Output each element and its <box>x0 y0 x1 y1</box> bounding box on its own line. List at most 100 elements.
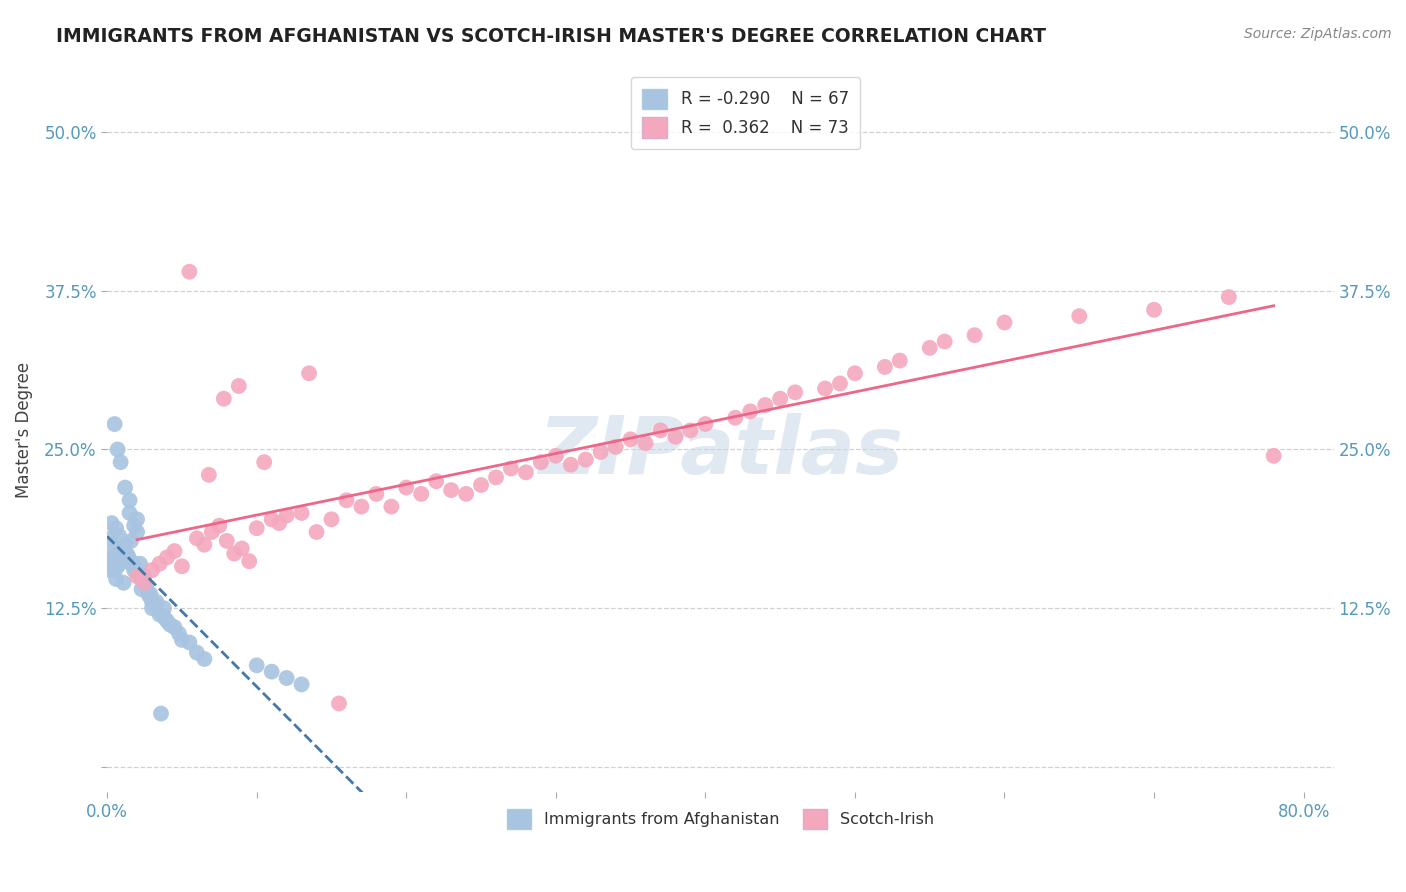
Point <box>98 532 121 546</box>
Point <box>121 556 143 570</box>
Legend: Immigrants from Afghanistan, Scotch-Irish: Immigrants from Afghanistan, Scotch-Iris… <box>501 803 941 835</box>
Point <box>260 665 283 679</box>
Point <box>114 538 136 552</box>
Point <box>167 626 190 640</box>
Point <box>634 436 657 450</box>
Point <box>153 610 176 624</box>
Point <box>110 554 132 568</box>
Point <box>212 392 235 406</box>
Point <box>143 598 166 612</box>
Point <box>117 550 139 565</box>
Point <box>963 328 986 343</box>
Point <box>122 518 145 533</box>
Point <box>724 410 747 425</box>
Point <box>305 524 328 539</box>
Point <box>141 595 163 609</box>
Point <box>193 538 215 552</box>
Point <box>100 516 122 530</box>
Point <box>159 617 181 632</box>
Point <box>148 557 170 571</box>
Point <box>740 404 762 418</box>
Point <box>814 382 837 396</box>
Point <box>135 578 157 592</box>
Point <box>101 550 124 565</box>
Point <box>134 569 156 583</box>
Point <box>589 445 612 459</box>
Point <box>485 470 508 484</box>
Point <box>290 677 312 691</box>
Point <box>246 521 269 535</box>
Point <box>290 506 312 520</box>
Point <box>198 467 221 482</box>
Point <box>873 359 896 374</box>
Point <box>111 541 134 556</box>
Point <box>224 547 246 561</box>
Point <box>530 455 553 469</box>
Point <box>100 544 122 558</box>
Point <box>153 601 176 615</box>
Point <box>1143 302 1166 317</box>
Point <box>470 478 492 492</box>
Point <box>186 646 208 660</box>
Point <box>918 341 941 355</box>
Y-axis label: Master's Degree: Master's Degree <box>15 362 32 499</box>
Point <box>118 506 141 520</box>
Point <box>139 587 162 601</box>
Point <box>844 366 866 380</box>
Point <box>136 584 159 599</box>
Point <box>380 500 402 514</box>
Point <box>129 557 152 571</box>
Text: Source: ZipAtlas.com: Source: ZipAtlas.com <box>1244 27 1392 41</box>
Point <box>575 452 598 467</box>
Point <box>246 658 269 673</box>
Point <box>132 574 155 588</box>
Point <box>544 449 567 463</box>
Point <box>769 392 792 406</box>
Point <box>1069 309 1091 323</box>
Point <box>366 487 388 501</box>
Point <box>1218 290 1240 304</box>
Point <box>115 547 138 561</box>
Point <box>215 533 238 548</box>
Point <box>129 569 152 583</box>
Point <box>141 601 163 615</box>
Point <box>107 442 129 457</box>
Point <box>104 417 127 431</box>
Point <box>350 500 373 514</box>
Point <box>754 398 776 412</box>
Point <box>335 493 357 508</box>
Point <box>111 541 134 556</box>
Point <box>454 487 477 501</box>
Point <box>425 474 447 488</box>
Point <box>269 516 291 530</box>
Point <box>125 512 148 526</box>
Point <box>101 554 124 568</box>
Point <box>145 595 167 609</box>
Point <box>156 614 179 628</box>
Point <box>201 524 224 539</box>
Point <box>170 559 193 574</box>
Point <box>131 582 153 596</box>
Point <box>110 455 132 469</box>
Point <box>276 508 298 523</box>
Point <box>148 607 170 622</box>
Point <box>889 353 911 368</box>
Point <box>560 458 582 472</box>
Point <box>105 572 128 586</box>
Point <box>298 366 321 380</box>
Point <box>993 316 1015 330</box>
Point <box>122 563 145 577</box>
Point <box>108 547 131 561</box>
Text: ZIPatlas: ZIPatlas <box>538 413 903 491</box>
Point <box>934 334 956 349</box>
Point <box>104 563 127 577</box>
Point <box>118 493 141 508</box>
Point <box>650 424 672 438</box>
Point <box>114 481 136 495</box>
Point <box>163 544 186 558</box>
Point <box>120 533 142 548</box>
Point <box>328 697 350 711</box>
Point <box>276 671 298 685</box>
Point <box>238 554 260 568</box>
Point <box>1263 449 1285 463</box>
